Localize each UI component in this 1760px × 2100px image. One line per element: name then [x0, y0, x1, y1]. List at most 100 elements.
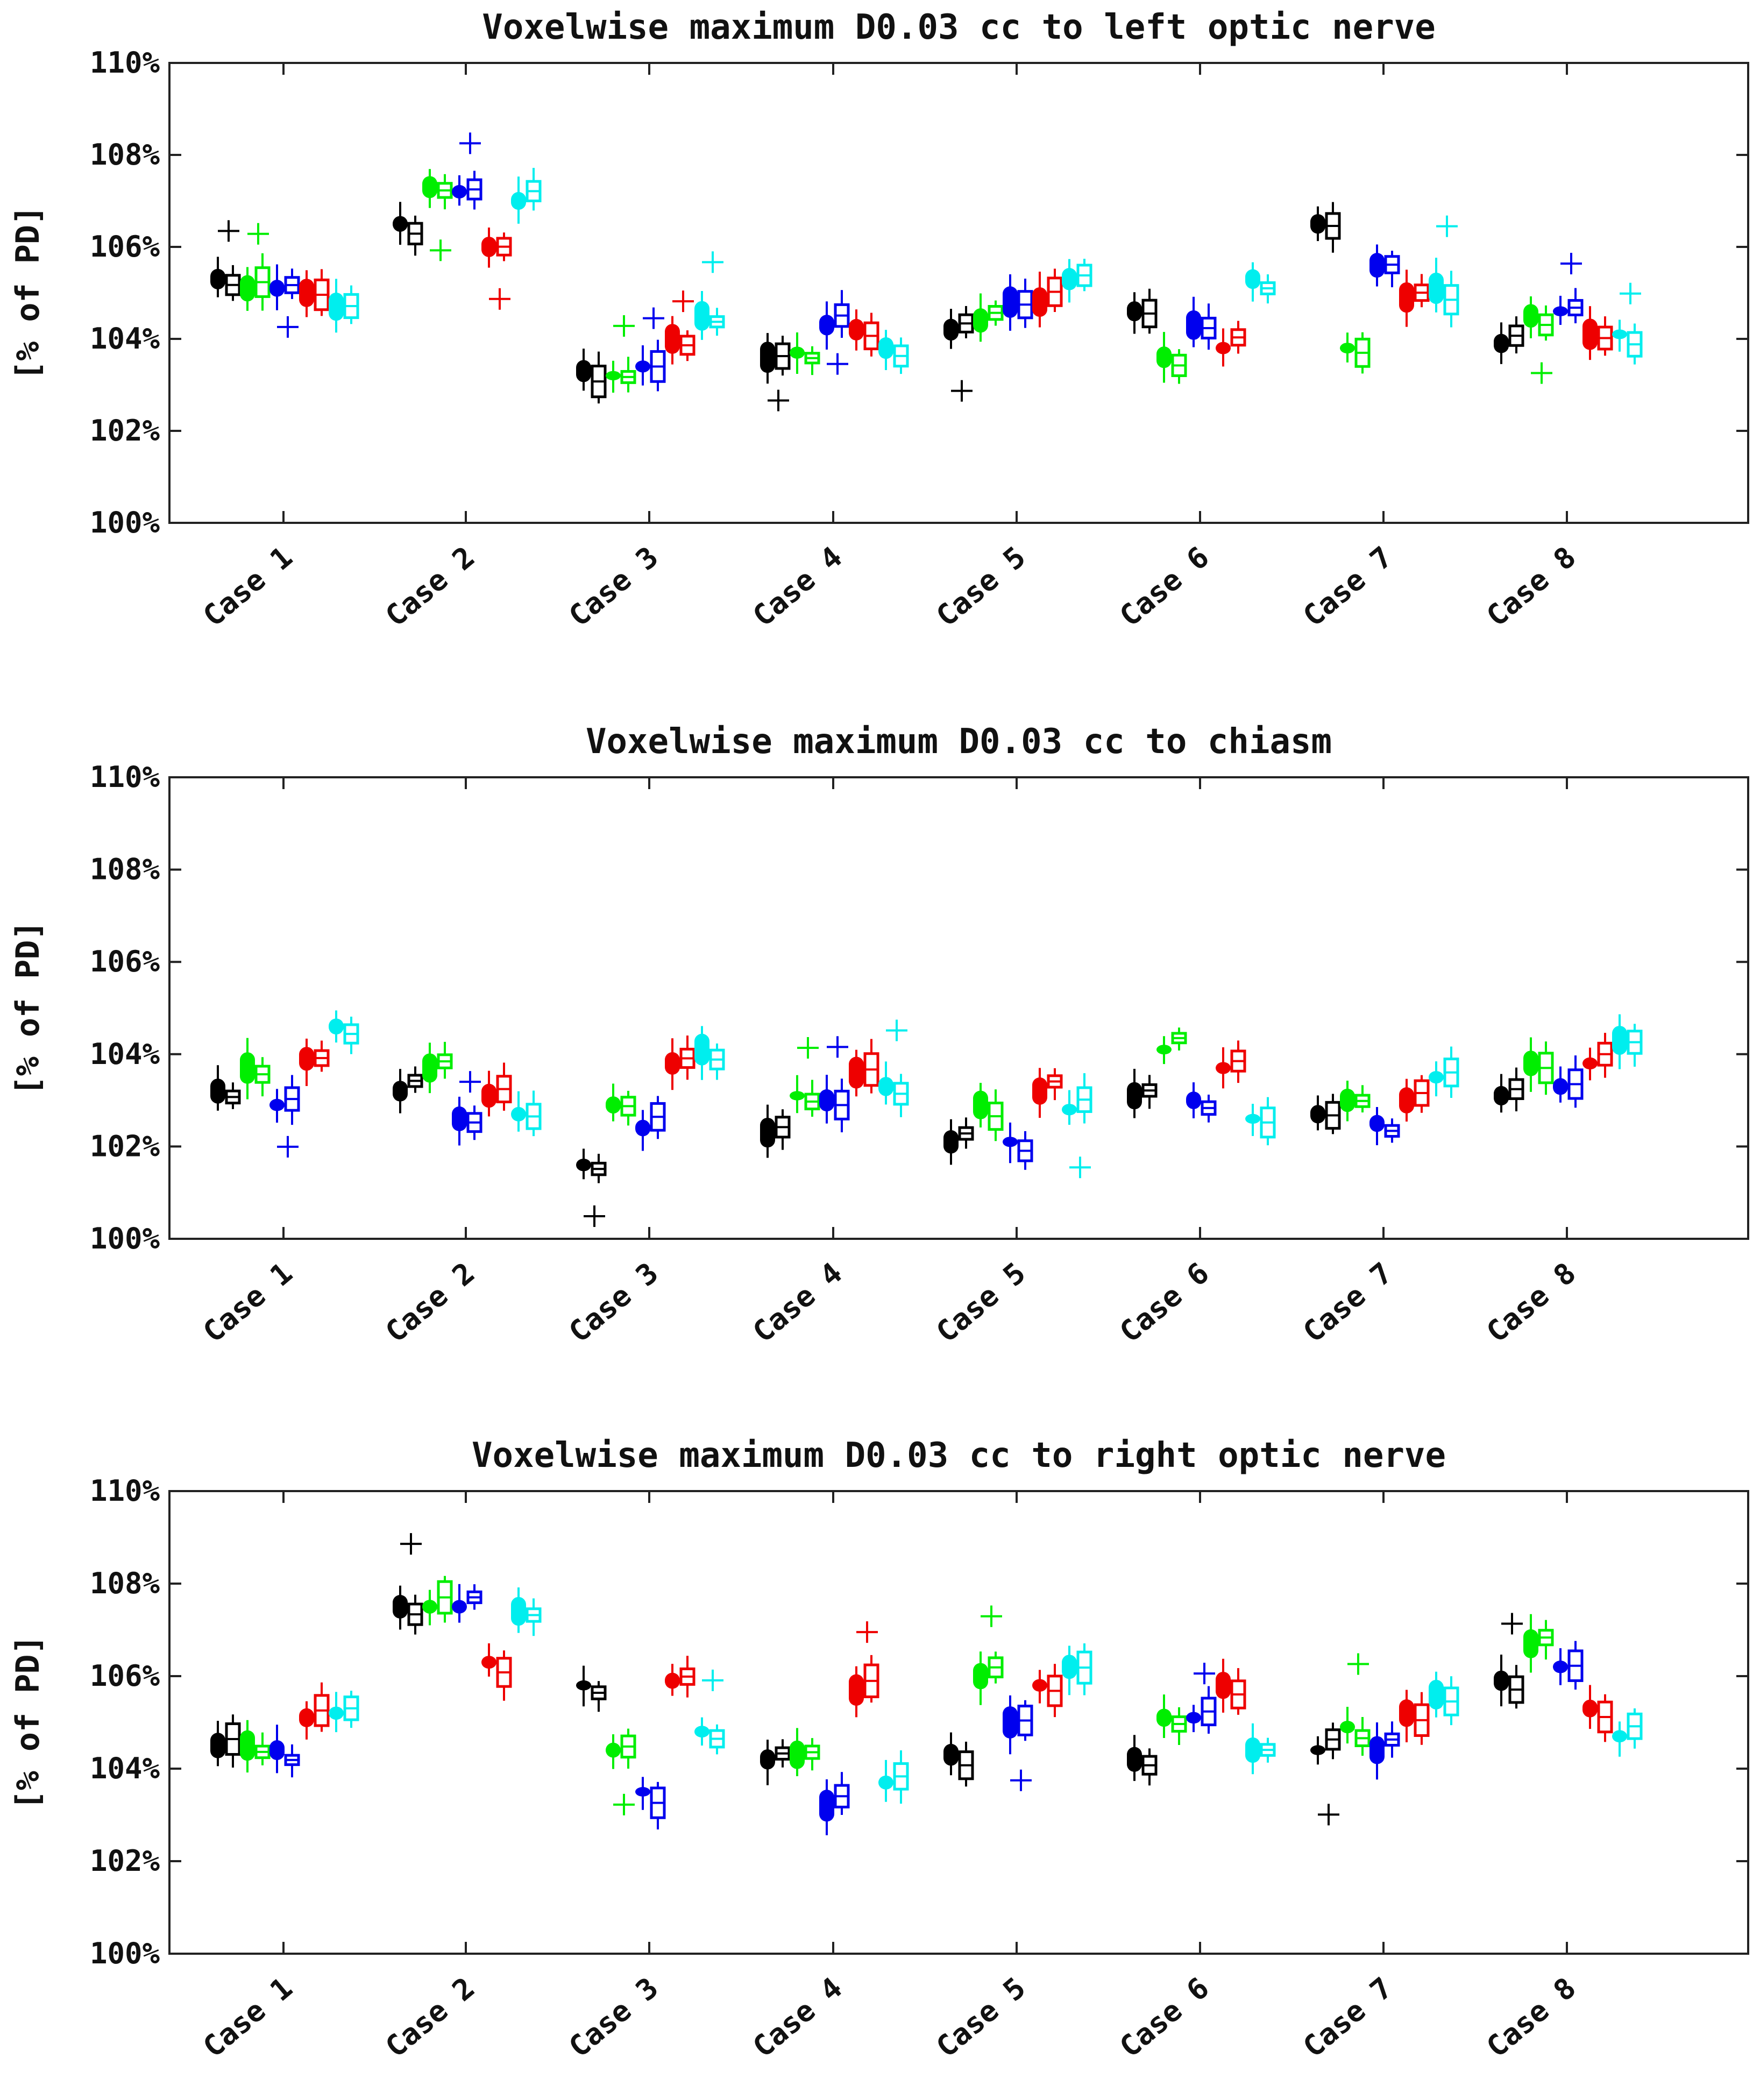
box-filled: [1494, 1670, 1509, 1691]
box-filled: [422, 1053, 437, 1083]
box-filled: [973, 1090, 988, 1119]
box-filled: [1245, 269, 1260, 289]
box-filled: [1340, 1088, 1355, 1112]
box-filled: [760, 1117, 775, 1148]
box-filled: [1553, 306, 1568, 317]
y-axis-label: [% of PD]: [9, 205, 47, 380]
y-axis-label: [% of PD]: [9, 920, 47, 1095]
box-filled: [240, 275, 255, 302]
y-tick-label: 104%: [90, 1037, 160, 1071]
box-filled: [329, 292, 344, 321]
box-filled: [1245, 1113, 1260, 1124]
box-filled: [943, 1130, 959, 1154]
box-filled: [694, 1726, 709, 1738]
box-filled: [1186, 1712, 1201, 1724]
box-filled: [1369, 253, 1385, 278]
box-filled: [1553, 1078, 1568, 1095]
y-tick-label: 100%: [90, 506, 160, 540]
box-filled: [1429, 1071, 1444, 1084]
x-tick-label: Case 3: [562, 540, 664, 634]
box-filled: [1340, 1720, 1355, 1734]
y-tick-label: 110%: [90, 46, 160, 80]
box-filled: [1186, 310, 1201, 340]
box-filled: [849, 318, 864, 340]
box-filled: [819, 315, 834, 336]
box-filled: [269, 1740, 285, 1761]
x-tick-label: Case 2: [379, 540, 481, 634]
box-filled: [269, 280, 285, 297]
y-axis-label: [% of PD]: [9, 1635, 47, 1810]
x-tick-label: Case 8: [1480, 1256, 1582, 1350]
box-filled: [1553, 1661, 1568, 1673]
box-filled: [1186, 1091, 1201, 1109]
box-filled: [606, 1742, 621, 1758]
box-filled: [1245, 1737, 1260, 1763]
box-filled: [1216, 1062, 1231, 1074]
x-tick-label: Case 4: [746, 540, 848, 634]
box-filled: [665, 1052, 680, 1075]
box-filled: [422, 176, 437, 198]
box-filled: [329, 1706, 344, 1720]
box-filled: [943, 318, 959, 341]
box-filled: [1523, 1051, 1538, 1076]
x-tick-label: Case 3: [562, 1256, 664, 1350]
y-tick-label: 102%: [90, 1844, 160, 1878]
plot-frame: [168, 1490, 1749, 1955]
box-filled: [1032, 1679, 1047, 1692]
box-filled: [511, 1106, 526, 1122]
box-filled: [1494, 1086, 1509, 1106]
x-tick-label: Case 5: [929, 1971, 1032, 2064]
y-tick-label: 102%: [90, 414, 160, 448]
x-tick-label: Case 7: [1296, 1971, 1399, 2064]
box-filled: [393, 216, 408, 232]
y-tick-label: 104%: [90, 322, 160, 356]
box-filled: [665, 324, 680, 354]
box-filled: [973, 308, 988, 333]
box-filled: [1399, 282, 1414, 313]
box-filled: [1156, 346, 1172, 368]
box-filled: [1127, 1747, 1142, 1772]
box-filled: [943, 1743, 959, 1766]
box-filled: [1582, 318, 1598, 350]
box-filled: [694, 301, 709, 331]
box-filled: [1062, 1104, 1077, 1116]
box-filled: [790, 1091, 805, 1101]
box-filled: [1399, 1087, 1414, 1113]
box-filled: [1003, 286, 1018, 318]
box-filled: [1310, 214, 1325, 234]
x-tick-label: Case 4: [746, 1256, 848, 1350]
box-filled: [1582, 1699, 1598, 1718]
x-tick-label: Case 8: [1480, 540, 1582, 634]
box-filled: [760, 1749, 775, 1770]
box-filled: [329, 1018, 344, 1035]
box-filled: [1156, 1045, 1172, 1055]
box-filled: [665, 1672, 680, 1689]
x-tick-label: Case 6: [1113, 540, 1215, 634]
y-tick-label: 100%: [90, 1936, 160, 1970]
plot-frame: [168, 62, 1749, 524]
box-filled: [481, 1083, 496, 1108]
box-filled: [635, 360, 650, 373]
box-filled: [1310, 1745, 1325, 1755]
x-tick-label: Case 6: [1113, 1256, 1215, 1350]
box-filled: [1156, 1708, 1172, 1727]
box-filled: [481, 237, 496, 257]
box-filled: [511, 191, 526, 210]
x-tick-label: Case 5: [929, 1256, 1032, 1350]
x-tick-label: Case 2: [379, 1971, 481, 2064]
box-filled: [1612, 1026, 1627, 1055]
box-filled: [511, 1597, 526, 1626]
box-filled: [790, 346, 805, 359]
box-filled: [1494, 334, 1509, 353]
box-filled: [1062, 268, 1077, 290]
box-filled: [210, 1733, 225, 1758]
box-filled: [422, 1600, 437, 1614]
chart-title: Voxelwise maximum D0.03 cc to chiasm: [586, 722, 1332, 762]
y-tick-label: 106%: [90, 230, 160, 264]
box-filled: [1429, 1679, 1444, 1709]
box-filled: [1399, 1699, 1414, 1727]
box-filled: [819, 1790, 834, 1822]
box-filled: [240, 1730, 255, 1761]
box-filled: [240, 1052, 255, 1084]
